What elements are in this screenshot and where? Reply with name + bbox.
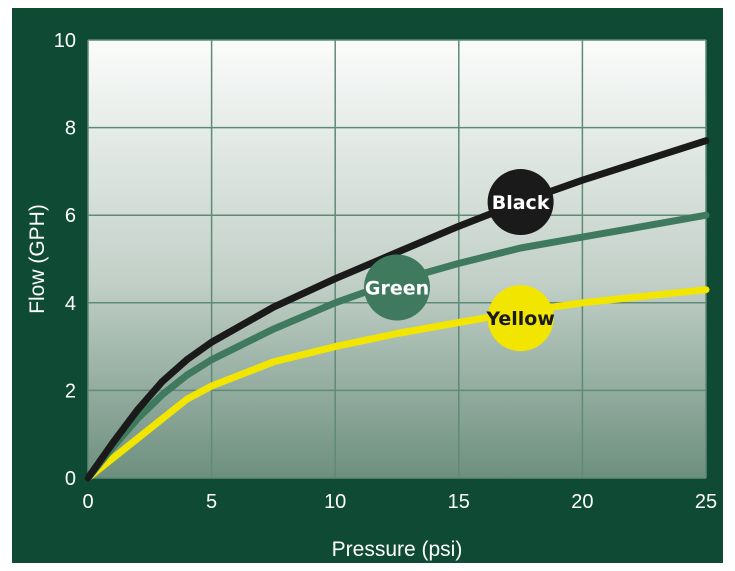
y-tick-label: 4 [65, 293, 76, 315]
x-tick-label: 25 [695, 491, 717, 513]
x-tick-label: 0 [82, 491, 93, 513]
series-labels: Black Green Yellow [364, 169, 555, 352]
series-line-yellow [84, 286, 710, 482]
y-tick-label: 6 [65, 205, 76, 227]
series-line-green [84, 211, 710, 482]
series-lines [84, 137, 710, 482]
y-tick-label: 2 [65, 380, 76, 402]
series-label-badge-green [364, 254, 430, 321]
series-label-green: Green [365, 277, 429, 299]
series-label-yellow: Yellow [485, 308, 555, 330]
x-tick-label: 5 [206, 491, 217, 513]
series-label-badge-black [487, 169, 554, 236]
x-tick-label: 15 [448, 491, 470, 513]
series-line-black [84, 137, 710, 482]
x-tick-labels: 0 5 10 15 20 25 [82, 491, 717, 513]
x-axis-title: Pressure (psi) [332, 538, 463, 561]
y-tick-labels: 0 2 4 6 8 10 [54, 30, 76, 490]
series-label-black: Black [492, 192, 550, 214]
x-tick-label: 10 [324, 491, 346, 513]
x-tick-label: 20 [571, 491, 593, 513]
y-tick-label: 8 [65, 118, 76, 140]
y-tick-label: 10 [54, 30, 76, 52]
series-label-badge-yellow [487, 285, 554, 352]
grid [87, 39, 707, 479]
y-tick-label: 0 [65, 468, 76, 490]
y-axis-title: Flow (GPH) [26, 204, 49, 314]
